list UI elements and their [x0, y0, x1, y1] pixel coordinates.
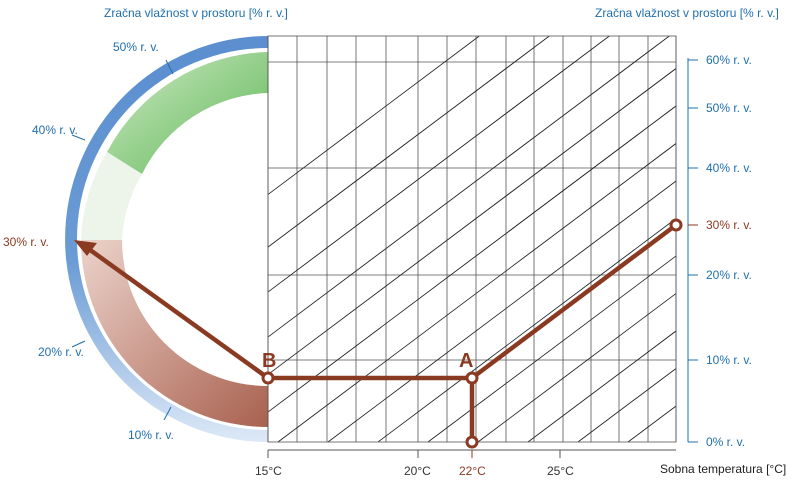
ring-label-30: 30% r. v.	[3, 235, 49, 249]
ring-label-20: 20% r. v.	[38, 345, 84, 359]
right-humidity-axis: 60% r. v. 50% r. v. 40% r. v. 30% r. v. 20% …	[687, 53, 752, 449]
marker-30-right	[669, 218, 683, 232]
iso-humidity-line	[268, 36, 671, 338]
humidity-ring-gauge	[65, 36, 268, 442]
iso-humidity-line	[268, 36, 611, 293]
iso-humidity-line	[477, 292, 676, 442]
iso-humidity-line	[527, 330, 676, 442]
marker-22c-bottom	[465, 435, 479, 449]
right-axis-tick-label: 0% r. v.	[706, 435, 745, 449]
reading-markers	[261, 218, 683, 449]
path-b-to-ring	[83, 244, 271, 381]
temp-tick-22: 22°C	[459, 464, 486, 478]
marker-a	[465, 371, 479, 385]
iso-humidity-line	[327, 180, 676, 442]
arrow-head	[74, 240, 97, 256]
point-label-a: A	[459, 350, 473, 372]
right-axis-tick-label: 10% r. v.	[706, 353, 752, 367]
point-label-b: B	[262, 350, 276, 372]
pink-band	[81, 240, 268, 427]
bottom-temperature-axis: 15°C 20°C 22°C 25°C Sobna temperatura [°…	[255, 449, 786, 478]
iso-humidity-line	[268, 67, 676, 376]
green-band	[107, 52, 268, 174]
iso-humidity-line	[268, 105, 676, 413]
right-axis-tick-label: 60% r. v.	[706, 53, 752, 67]
temp-tick-20: 20°C	[404, 464, 431, 478]
ring-label-40: 40% r. v.	[32, 123, 78, 137]
right-axis-title: Zračna vlažnost v prostoru [% r. v.]	[595, 6, 779, 20]
pale-mid-band	[81, 152, 142, 240]
path-a-to-30	[469, 222, 679, 381]
temperature-axis-title: Sobna temperatura [°C]	[660, 462, 786, 476]
iso-humidity-line	[427, 255, 676, 442]
iso-humidity-line	[577, 367, 676, 442]
ring-label-50: 50% r. v.	[113, 40, 159, 54]
right-axis-tick-label: 20% r. v.	[706, 268, 752, 282]
marker-b	[261, 371, 275, 385]
right-axis-tick-label: 30% r. v.	[706, 218, 752, 232]
left-axis-title: Zračna vlažnost v prostoru [% r. v.]	[104, 6, 288, 20]
temp-tick-25: 25°C	[547, 464, 574, 478]
iso-humidity-line	[277, 142, 676, 442]
ring-label-10: 10% r. v.	[128, 428, 174, 442]
iso-humidity-line	[268, 36, 551, 248]
right-axis-tick-label: 50% r. v.	[706, 101, 752, 115]
temperature-humidity-grid	[267, 35, 677, 443]
reading-path	[83, 222, 679, 445]
right-axis-tick-label: 40% r. v.	[706, 161, 752, 175]
temp-tick-15: 15°C	[255, 464, 282, 478]
iso-humidity-line	[268, 36, 481, 196]
